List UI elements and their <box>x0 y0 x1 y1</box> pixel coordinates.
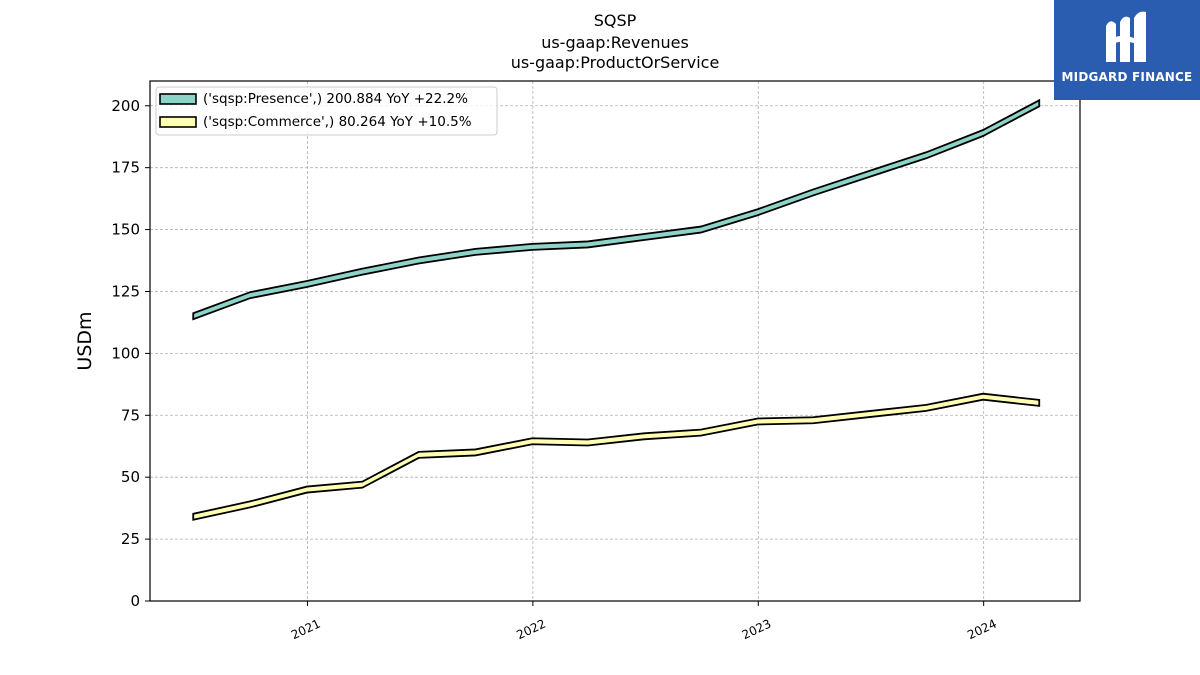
series-band-1 <box>192 98 1041 321</box>
y-tick-label: 25 <box>121 530 140 548</box>
x-tick-label: 2022 <box>514 617 548 643</box>
y-tick-label: 0 <box>130 592 140 610</box>
midgard-finance-logo: MIDGARD FINANCE <box>1054 0 1200 100</box>
legend-swatch <box>159 93 197 105</box>
y-tick-label: 175 <box>111 159 140 177</box>
y-tick-label: 200 <box>111 97 140 115</box>
x-tick-label: 2023 <box>740 617 774 643</box>
legend-label: ('sqsp:Commerce',) 80.264 YoY +10.5% <box>203 114 472 130</box>
legend-swatch <box>159 116 197 128</box>
x-tick-label: 2021 <box>289 617 323 643</box>
y-tick-label: 50 <box>121 468 140 486</box>
logo-text: MIDGARD FINANCE <box>1061 70 1193 84</box>
y-tick-label: 125 <box>111 282 140 300</box>
y-tick-label: 75 <box>121 406 140 424</box>
legend-box <box>155 86 498 136</box>
chart-subtitle-2: us-gaap:ProductOrService <box>510 53 720 72</box>
y-tick-label: 150 <box>111 221 140 239</box>
x-tick-label: 2024 <box>965 617 999 643</box>
chart-title: SQSP <box>593 11 637 30</box>
legend-label: ('sqsp:Presence',) 200.884 YoY +22.2% <box>203 91 468 107</box>
plot-frame <box>149 80 1081 602</box>
y-tick-label: 100 <box>111 344 140 362</box>
chart-subtitle-1: us-gaap:Revenues <box>541 33 689 52</box>
y-axis-label: USDm <box>74 311 96 370</box>
midgard-m-logo-icon <box>1106 11 1146 63</box>
series-band-2 <box>192 392 1041 521</box>
